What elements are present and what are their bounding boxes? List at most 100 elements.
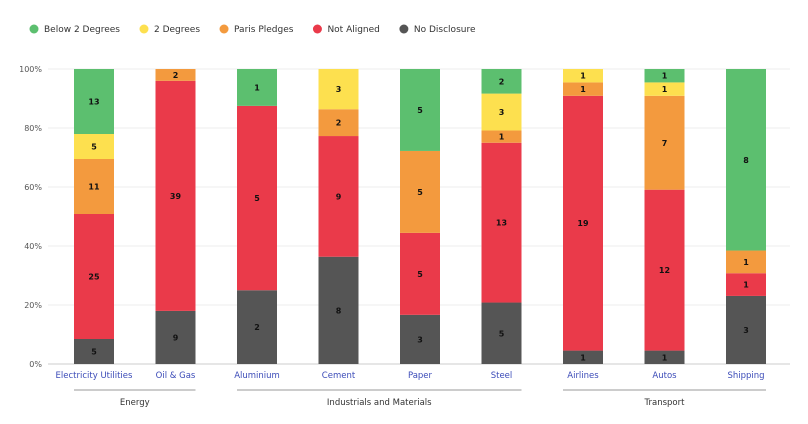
data-label: 5 — [417, 106, 423, 115]
y-tick-label: 40% — [24, 242, 42, 251]
data-label: 5 — [91, 348, 97, 357]
data-label: 1 — [580, 85, 586, 94]
data-label: 1 — [743, 281, 749, 290]
legend-label: Not Aligned — [327, 25, 379, 35]
bar-segment — [74, 159, 114, 214]
data-label: 39 — [170, 192, 182, 201]
y-tick-label: 60% — [24, 183, 42, 192]
bar-segment — [726, 295, 766, 364]
bar-segment — [726, 250, 766, 274]
legend-swatch — [399, 24, 409, 34]
data-label: 13 — [496, 219, 507, 228]
bar-segment — [481, 130, 522, 143]
bar-segment — [237, 105, 277, 291]
x-tick-label: Paper — [408, 371, 433, 381]
bar-segment — [726, 69, 766, 251]
bar-segment — [400, 69, 440, 151]
data-label: 1 — [743, 258, 749, 267]
data-label: 3 — [417, 335, 423, 344]
data-label: 2 — [499, 77, 505, 86]
bar-segment — [481, 302, 522, 364]
bar-segment — [74, 134, 114, 159]
data-label: 1 — [499, 133, 505, 142]
bar-segment — [563, 95, 603, 351]
x-tick-label: Autos — [652, 371, 677, 381]
legend-label: Paris Pledges — [234, 25, 294, 35]
y-tick-label: 100% — [19, 65, 42, 74]
data-label: 1 — [254, 83, 260, 92]
bar-segment — [481, 93, 522, 131]
bar-segment — [74, 214, 114, 339]
legend-swatch — [312, 24, 322, 34]
x-tick-label: Shipping — [727, 371, 764, 381]
data-label: 5 — [499, 329, 505, 338]
data-label: 3 — [499, 108, 505, 117]
data-label: 19 — [577, 219, 589, 228]
data-label: 5 — [254, 194, 260, 203]
y-tick-label: 0% — [29, 360, 42, 369]
bar-segment — [563, 82, 603, 96]
bar-segment — [318, 136, 359, 257]
group-label: Energy — [120, 398, 150, 408]
data-label: 8 — [336, 306, 342, 315]
bar-segment — [318, 109, 359, 137]
bar-segment — [318, 256, 359, 364]
data-label: 1 — [662, 353, 668, 362]
bar-segment — [155, 310, 196, 364]
data-label: 1 — [580, 353, 586, 362]
data-label: 5 — [91, 143, 97, 152]
bar-segment — [563, 350, 603, 364]
data-label: 12 — [659, 266, 670, 275]
bar-segment — [644, 69, 685, 83]
y-tick-label: 20% — [24, 301, 42, 310]
y-tick-label: 80% — [24, 124, 42, 133]
data-label: 2 — [336, 119, 342, 128]
bar-segment — [644, 350, 685, 364]
bar-segment — [481, 142, 522, 303]
bar-segment — [400, 232, 440, 315]
legend-label: No Disclosure — [414, 25, 476, 35]
bar-segment — [563, 69, 603, 83]
data-label: 2 — [173, 71, 179, 80]
data-label: 25 — [88, 273, 100, 282]
data-label: 1 — [580, 72, 586, 81]
data-label: 2 — [254, 323, 260, 332]
data-label: 13 — [88, 98, 99, 107]
bar-segment — [644, 95, 685, 190]
x-tick-label: Aluminium — [234, 371, 280, 381]
legend-swatch — [219, 24, 229, 34]
legend-swatch — [139, 24, 149, 34]
bar-segment — [400, 150, 440, 233]
group-label: Transport — [644, 398, 686, 408]
bar-segment — [74, 69, 114, 134]
bar-segment — [155, 69, 196, 81]
x-tick-label: Airlines — [567, 371, 599, 381]
legend-swatch — [29, 24, 39, 34]
data-label: 5 — [417, 270, 423, 279]
data-label: 3 — [743, 326, 749, 335]
bar-segment — [237, 290, 277, 364]
bar-segment — [644, 82, 685, 96]
x-tick-label: Electricity Utilities — [56, 371, 133, 381]
x-tick-label: Cement — [322, 371, 356, 381]
data-label: 1 — [662, 85, 668, 94]
data-label: 9 — [173, 333, 179, 342]
bar-segment — [726, 273, 766, 296]
bar-segment — [155, 80, 196, 311]
legend-label: Below 2 Degrees — [44, 25, 120, 35]
legend-label: 2 Degrees — [154, 25, 200, 35]
bar-segment — [481, 69, 522, 94]
bar-segment — [400, 314, 440, 364]
x-tick-label: Steel — [491, 371, 513, 381]
bar-segment — [644, 189, 685, 351]
data-label: 3 — [336, 85, 342, 94]
data-label: 8 — [743, 156, 749, 165]
data-label: 11 — [88, 183, 100, 192]
bar-segment — [237, 69, 277, 106]
data-label: 7 — [662, 139, 668, 148]
x-tick-label: Oil & Gas — [156, 371, 196, 381]
data-label: 9 — [336, 192, 342, 201]
bar-segment — [318, 69, 359, 110]
